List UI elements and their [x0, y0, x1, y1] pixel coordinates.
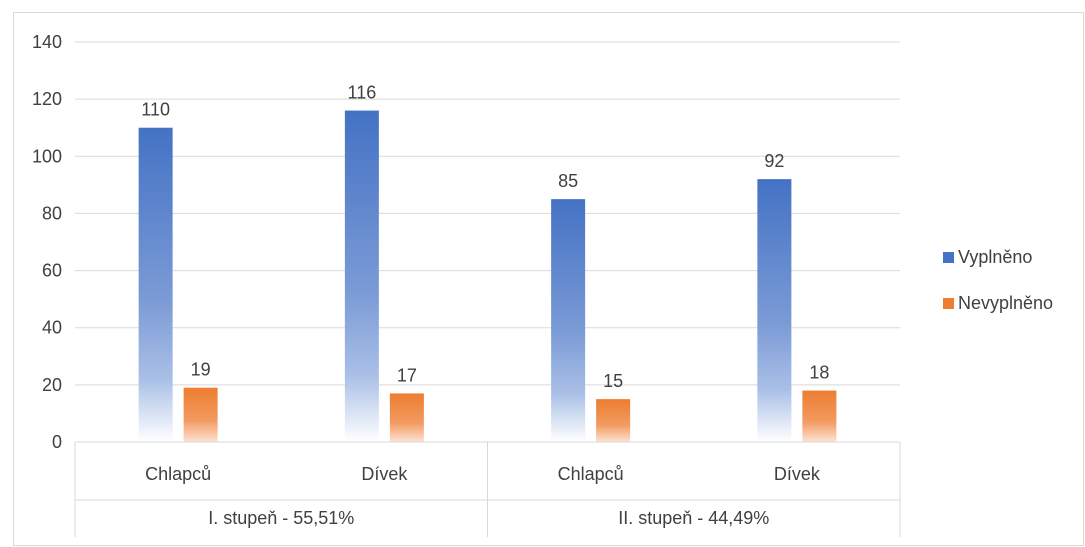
y-tick-label: 100: [32, 146, 62, 166]
data-label: 18: [809, 363, 829, 383]
y-tick-label: 80: [42, 203, 62, 223]
data-labels: 110 19 116 17 85 15 92 18: [141, 83, 829, 392]
legend-label: Nevyplněno: [958, 293, 1053, 313]
y-tick-label: 0: [52, 432, 62, 452]
y-tick-label: 20: [42, 375, 62, 395]
bar-vyplneno: [138, 127, 173, 442]
category-label: Dívek: [361, 464, 408, 484]
legend-label: Vyplněno: [958, 247, 1032, 267]
bars: [138, 110, 837, 443]
legend: Vyplněno Nevyplněno: [943, 247, 1053, 313]
data-label: 116: [348, 83, 377, 103]
data-label: 19: [191, 360, 211, 380]
y-tick-label: 120: [32, 89, 62, 109]
y-tick-label: 40: [42, 318, 62, 338]
data-label: 85: [558, 171, 578, 191]
data-label: 92: [764, 151, 784, 171]
y-tick-label: 140: [32, 32, 62, 52]
category-label: Dívek: [774, 464, 821, 484]
bar-nevyplneno: [802, 390, 837, 442]
data-label: 17: [397, 365, 417, 385]
y-tick-label: 60: [42, 261, 62, 281]
x-axis: Chlapců Dívek Chlapců Dívek I. stupeň - 55,5…: [74, 441, 901, 537]
y-axis-ticks: 0 20 40 60 80 100 120 140: [32, 32, 62, 452]
bar-vyplneno: [344, 110, 379, 443]
data-label: 110: [141, 100, 170, 120]
bar-vyplneno: [757, 179, 792, 442]
group-label: II. stupeň - 44,49%: [618, 508, 769, 528]
bar-nevyplneno: [596, 399, 631, 442]
bar-nevyplneno: [389, 393, 424, 442]
data-label: 15: [603, 371, 623, 391]
bar-nevyplneno: [183, 387, 218, 442]
legend-swatch-nevyplneno: [943, 298, 954, 309]
category-label: Chlapců: [145, 464, 211, 484]
legend-swatch-vyplneno: [943, 252, 954, 263]
group-label: I. stupeň - 55,51%: [208, 508, 354, 528]
bar-vyplneno: [551, 199, 586, 442]
category-label: Chlapců: [558, 464, 624, 484]
chart-frame: [13, 12, 1084, 546]
